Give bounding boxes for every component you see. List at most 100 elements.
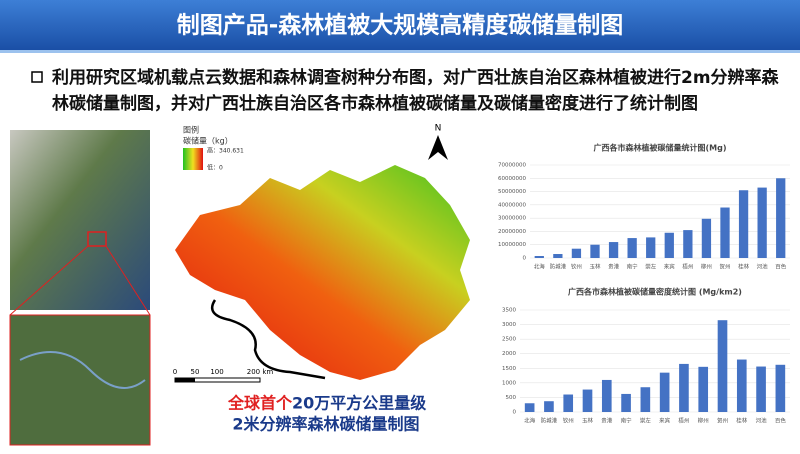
x-tick-label: 柳州: [701, 263, 712, 271]
region-box: [87, 231, 107, 247]
x-tick-label: 贵港: [608, 263, 620, 271]
x-tick-label: 贺州: [719, 263, 730, 271]
bar: [717, 320, 728, 412]
x-tick-label: 梧州: [682, 263, 693, 271]
bar: [683, 230, 693, 258]
bar: [563, 394, 574, 412]
legend-low: 低：0: [207, 164, 223, 172]
x-tick-label: 桂林: [738, 263, 750, 271]
y-tick-label: 3500: [502, 308, 516, 314]
x-tick-label: 桂林: [736, 417, 748, 425]
scale-label: 200 km: [247, 368, 274, 376]
bar: [679, 363, 689, 412]
bar: [571, 248, 582, 258]
bar: [553, 254, 563, 258]
bar: [720, 207, 730, 258]
y-tick-label: 70000000: [498, 163, 526, 169]
x-tick-label: 贵港: [601, 417, 613, 425]
x-tick-label: 钦州: [563, 417, 574, 425]
header-bar: [0, 0, 800, 50]
x-tick-label: 玉林: [589, 263, 601, 271]
header-title: 制图产品-森林植被大规模高精度碳储量制图: [177, 12, 624, 39]
bar: [757, 187, 767, 258]
bar: [736, 359, 747, 412]
coastline: [210, 299, 326, 380]
caption-blue: 20万平方公里量级: [292, 394, 427, 413]
x-tick-label: 河池: [756, 417, 768, 425]
x-tick-label: 百色: [775, 263, 787, 271]
x-tick-label: 北海: [534, 263, 546, 271]
scale-bar-fill: [175, 378, 195, 382]
y-tick-label: 10000000: [498, 242, 526, 248]
bar: [646, 237, 656, 258]
scale-label: 100: [210, 368, 223, 376]
scale-label: 50: [191, 368, 200, 376]
y-tick-label: 2500: [502, 337, 516, 343]
bar: [698, 366, 709, 412]
bar: [534, 256, 544, 258]
bullet-line: 利用研究区域机载点云数据和森林调查树种分布图，对广西壮族自治区森林植被进行2m分…: [52, 67, 780, 88]
y-tick-label: 20000000: [498, 229, 526, 235]
x-tick-label: 来宾: [659, 417, 671, 425]
bar: [608, 242, 619, 258]
x-tick-label: 崇左: [645, 263, 657, 271]
x-tick-label: 玉林: [582, 417, 594, 425]
bar: [621, 393, 631, 412]
legend-title: 图例: [183, 125, 199, 135]
scale-label: 0: [173, 368, 177, 376]
y-tick-label: 3000: [502, 322, 516, 328]
bar: [627, 238, 637, 258]
x-tick-label: 南宁: [627, 263, 639, 271]
bar: [582, 389, 593, 412]
header-rule: [0, 50, 800, 53]
bar: [544, 401, 554, 412]
x-tick-label: 梧州: [678, 417, 689, 425]
x-tick-label: 防城港: [550, 263, 567, 271]
bar: [738, 190, 749, 258]
y-tick-label: 1500: [502, 366, 516, 372]
legend-unit: 碳储量（kg）: [183, 136, 233, 146]
y-tick-label: 0: [513, 410, 517, 416]
x-tick-label: 南宁: [621, 417, 633, 425]
y-tick-label: 2000: [502, 351, 516, 357]
legend-ramp: [183, 148, 203, 170]
y-tick-label: 1000: [502, 380, 516, 386]
guangxi-map: [175, 165, 470, 380]
y-tick-label: 500: [506, 395, 517, 401]
caption-blue: 2米分辨率森林碳储量制图: [232, 415, 419, 434]
bar: [756, 366, 766, 412]
y-tick-label: 0: [523, 256, 527, 262]
satellite-detail: [9, 314, 151, 446]
north-label: N: [435, 124, 442, 134]
y-tick-label: 30000000: [498, 216, 526, 222]
river: [19, 351, 146, 389]
x-tick-label: 北海: [524, 417, 536, 425]
y-tick-label: 60000000: [498, 176, 526, 182]
bar: [640, 387, 651, 412]
bullet-line: 林碳储量制图，并对广西壮族自治区各市森林植被碳储量及碳储量密度进行了统计制图: [52, 93, 698, 114]
bar: [590, 244, 600, 258]
x-tick-label: 柳州: [698, 417, 709, 425]
bar: [701, 218, 712, 258]
x-tick-label: 河池: [757, 263, 769, 271]
bar: [524, 403, 535, 412]
x-tick-label: 防城港: [541, 417, 558, 425]
x-tick-label: 贺州: [717, 417, 728, 425]
caption-red: 全球首个: [227, 394, 293, 413]
x-tick-label: 来宾: [664, 263, 676, 271]
y-tick-label: 40000000: [498, 202, 526, 208]
north-arrow: [428, 135, 448, 160]
bar: [775, 364, 786, 412]
bar: [664, 232, 674, 258]
zoom-line: [9, 245, 89, 316]
bar: [601, 379, 612, 412]
legend-high: 高：340.631: [207, 147, 244, 155]
x-tick-label: 百色: [775, 417, 787, 425]
bar: [659, 372, 670, 412]
x-tick-label: 钦州: [571, 263, 582, 271]
chart-title: 广西各市森林植被碳储量统计图(Mg): [594, 143, 727, 153]
zoom-line: [105, 245, 151, 316]
satellite-overview: [10, 130, 150, 310]
bullet-icon: [31, 71, 43, 83]
